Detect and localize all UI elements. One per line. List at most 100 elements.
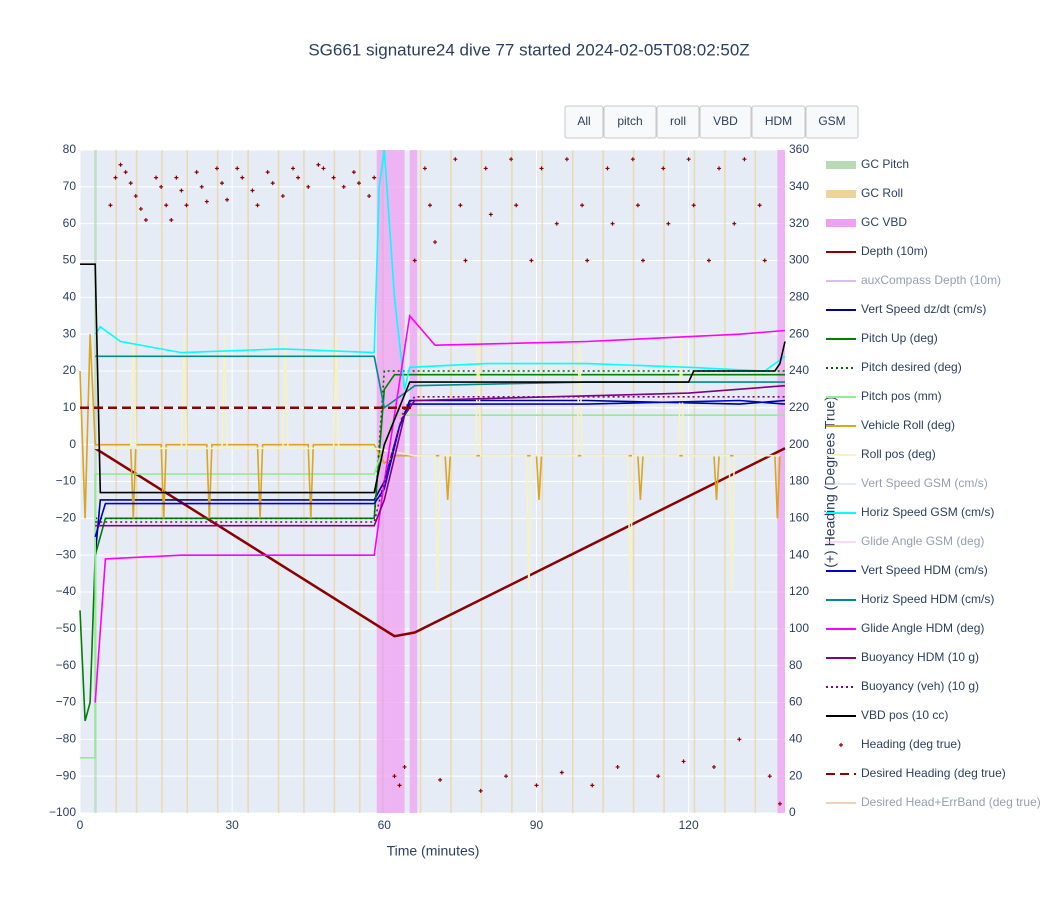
legend-item[interactable]: Buoyancy (veh) (10 g) [826,679,979,693]
legend-label: Pitch Up (deg) [861,331,938,345]
y2-tick-label: 60 [789,695,803,709]
legend-item[interactable]: GC Pitch [826,157,909,171]
axes: −100−90−80−70−60−50−40−30−20−10010203040… [49,142,809,832]
gc-band [376,150,405,813]
heading-marker [717,166,722,171]
chart-title: SG661 signature24 dive 77 started 2024-0… [308,40,749,59]
heading-marker [686,157,691,162]
y2-tick-label: 220 [789,400,809,414]
heading-marker [610,221,615,226]
gc-band [277,150,280,813]
series-line [95,334,780,593]
heading-marker [514,203,519,208]
heading-marker [204,199,209,204]
update-button[interactable]: pitch [603,105,657,139]
legend-item[interactable]: Pitch pos (mm) [826,389,942,403]
legend-item[interactable]: Horiz Speed GSM (cm/s) [826,505,994,519]
legend-label: Vert Speed GSM (cm/s) [861,476,988,490]
legend-item[interactable]: Heading (deg true) [839,737,961,751]
update-button[interactable]: All [564,105,604,139]
y-tick-label: −90 [56,768,77,782]
legend-item[interactable]: Depth (10m) [826,244,928,258]
heading-marker [220,181,225,186]
gc-band [602,150,604,813]
y-tick-label: 10 [63,400,77,414]
legend-label: Horiz Speed GSM (cm/s) [861,505,994,519]
heading-marker [164,203,169,208]
x-tick-label: 90 [530,818,544,832]
gc-band [303,150,305,813]
y-tick-label: 40 [63,290,77,304]
y-tick-label: 0 [69,437,76,451]
heading-marker [534,783,539,788]
legend-item[interactable]: VBD pos (10 cc) [826,708,948,722]
legend-item[interactable]: GC Roll [826,186,903,200]
gc-band [511,150,513,813]
y-tick-label: −60 [56,658,77,672]
heading-marker [392,774,397,779]
legend-item[interactable]: Desired Heading (deg true) [826,766,1006,780]
gc-band [186,150,189,813]
gc-band [216,150,219,813]
button-label: roll [670,114,686,128]
heading-marker [483,166,488,171]
gc-band [409,150,418,813]
heading-marker [635,203,640,208]
plot-area [79,149,786,813]
legend-item[interactable]: Desired Head+ErrBand (deg true) [826,795,1041,809]
legend-item[interactable]: Vehicle Roll (deg) [826,418,955,432]
heading-marker [691,203,696,208]
heading-marker [422,166,427,171]
series-line [94,447,786,638]
legend-item[interactable]: Pitch desired (deg) [826,360,962,374]
legend-label: Buoyancy (veh) (10 g) [861,679,979,693]
series-line [94,399,786,538]
legend-item[interactable]: Vert Speed dz/dt (cm/s) [826,302,986,316]
y-tick-label: −20 [56,511,77,525]
legend-item[interactable]: Glide Angle GSM (deg) [826,534,984,548]
heading-marker [666,221,671,226]
heading-marker [640,258,645,263]
gc-band [419,150,422,813]
heading-marker [331,175,336,180]
gc-band [724,150,726,813]
heading-marker [427,203,432,208]
legend-label: Buoyancy HDM (10 g) [861,650,979,664]
series-line [95,384,786,527]
legend-item[interactable]: Buoyancy HDM (10 g) [826,650,979,664]
y2-tick-label: 340 [789,179,809,193]
button-box [656,105,700,139]
legend-item[interactable]: Horiz Speed HDM (cm/s) [826,592,994,606]
update-button[interactable]: GSM [805,105,859,139]
gc-band [480,150,483,813]
legend-item[interactable]: Roll pos (deg) [826,447,936,461]
legend-item[interactable]: auxCompass Depth (10m) [826,273,1001,287]
update-button[interactable]: roll [656,105,700,139]
series-line [95,370,785,520]
legend-item[interactable]: GC VBD [826,215,907,229]
heading-marker [585,258,590,263]
heading-marker [214,166,219,171]
legend-item[interactable]: Pitch Up (deg) [826,331,938,345]
y-tick-label: 60 [63,216,77,230]
heading-marker [235,166,240,171]
heading-marker [504,774,509,779]
legend-label: Depth (10m) [861,244,928,258]
legend-item[interactable]: Glide Angle HDM (deg) [826,621,984,635]
legend-item[interactable]: Vert Speed GSM (cm/s) [826,476,988,490]
heading-marker [630,157,635,162]
button-bar: All pitch roll VBD HDM GSM [564,105,859,139]
heading-marker [316,162,321,167]
update-button[interactable]: HDM [751,105,806,139]
legend-swatch [826,190,856,198]
legend: GC Pitch GC Roll GC VBD Depth (10m) auxCompa… [826,157,1041,809]
x-tick-label: 0 [77,818,84,832]
heading-marker [412,258,417,263]
y2-tick-label: 240 [789,363,809,377]
gc-band [115,150,118,813]
legend-label: Desired Heading (deg true) [861,766,1006,780]
legend-item[interactable]: Vert Speed HDM (cm/s) [826,563,988,577]
update-button[interactable]: VBD [699,105,752,139]
heading-marker [742,157,747,162]
